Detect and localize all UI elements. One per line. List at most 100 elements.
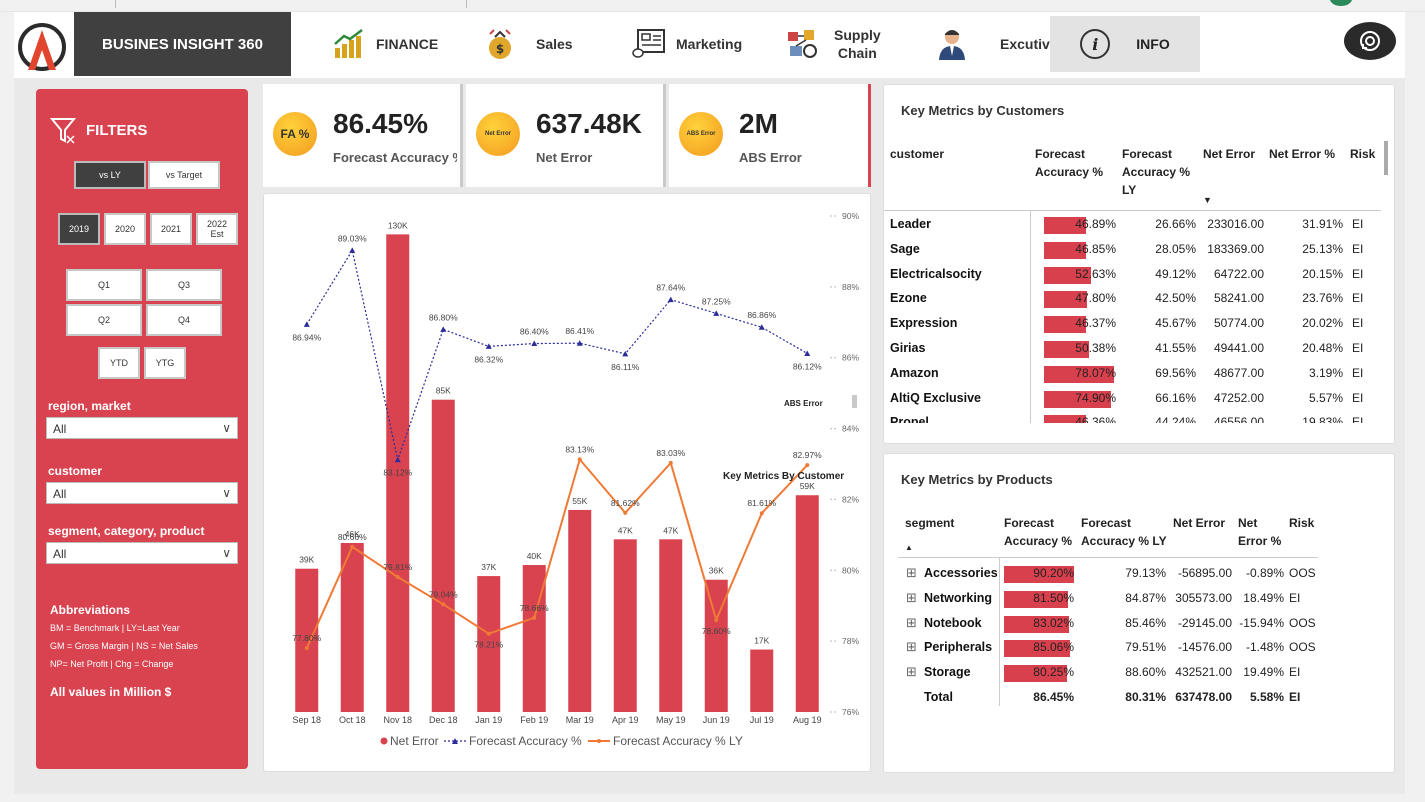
abbreviation-line: NP= Net Profit | Chg = Change	[50, 659, 174, 669]
fa-point	[667, 296, 674, 303]
year-2022-button[interactable]: 2022 Est	[196, 213, 238, 245]
col-header[interactable]: customer	[890, 147, 945, 161]
overlay-scroll-handle[interactable]	[852, 395, 857, 408]
ytg-button[interactable]: YTG	[144, 347, 186, 379]
col-header[interactable]: segment	[905, 516, 955, 530]
customer-select[interactable]: All ∨	[46, 482, 238, 504]
net-error-bar[interactable]	[340, 542, 364, 712]
expand-icon[interactable]: ⊞	[906, 639, 917, 655]
net-error-bar[interactable]	[704, 579, 728, 712]
col-header[interactable]: Risk	[1350, 147, 1376, 161]
chevron-down-icon: ∨	[222, 546, 231, 560]
vs-ly-button[interactable]: vs LY	[74, 161, 146, 189]
col-header[interactable]: Net Error %	[1238, 516, 1282, 548]
forecast-accuracy-line[interactable]	[306, 248, 808, 462]
col-header[interactable]: Forecast Accuracy % LY	[1122, 147, 1191, 197]
col-header[interactable]: Net Error	[1203, 147, 1256, 161]
forecast-accuracy: 83.02%	[1033, 615, 1074, 630]
net-error-bar[interactable]	[568, 509, 592, 712]
overlay-label: ABS Error	[784, 399, 823, 408]
table-row[interactable]: ⊞ Notebook 83.02% 85.46% -29145.00 -15.94% OOS	[884, 612, 1384, 636]
table-row[interactable]: Ezone 47.80% 42.50% 58241.00 23.76% EI	[884, 287, 1381, 311]
sort-asc-icon[interactable]: ▲	[905, 543, 913, 552]
table-row[interactable]: Electricalsocity 52.63% 49.12% 64722.00 20.1…	[884, 263, 1381, 287]
table-row[interactable]: ⊞ Peripherals 85.06% 79.51% -14576.00 -1.48% O…	[884, 636, 1384, 660]
nav-finance[interactable]: FINANCE	[332, 12, 438, 76]
col-header[interactable]: Risk	[1289, 516, 1315, 530]
q1-button[interactable]: Q1	[66, 269, 142, 301]
col-header[interactable]: Forecast Accuracy % LY	[1081, 516, 1167, 548]
nav-label: Marketing	[676, 36, 743, 52]
net-error-bar[interactable]	[659, 539, 683, 712]
expand-icon[interactable]: ⊞	[906, 565, 917, 580]
customers-table-card: Key Metrics by Customers customer Foreca…	[883, 84, 1395, 444]
customer-name: Leader	[890, 217, 931, 231]
net-error-pct: 5.58%	[1249, 690, 1284, 704]
table-row[interactable]: Sage 46.85% 28.05% 183369.00 25.13% EI	[884, 238, 1381, 262]
col-header[interactable]: Net Error	[1173, 516, 1226, 530]
forecast-accuracy: 78.07%	[1075, 365, 1116, 380]
net-error-bar[interactable]	[477, 576, 501, 712]
kpi-net-error[interactable]: Net Error 637.48K Net Error	[466, 84, 666, 187]
forecast-accuracy-ly-line[interactable]	[305, 457, 808, 649]
help-button[interactable]	[1344, 22, 1396, 60]
kpi-abs-error[interactable]: ABS Error 2M ABS Error	[669, 84, 871, 187]
table-scrollbar[interactable]	[1384, 141, 1388, 175]
col-header[interactable]: Net Error %	[1269, 147, 1336, 161]
expand-icon[interactable]: ⊞	[906, 589, 917, 605]
nav-supply-chain[interactable]: Supply Chain	[784, 12, 881, 76]
net-error-bar[interactable]	[613, 539, 637, 712]
table-row[interactable]: Amazon 78.07% 69.56% 48677.00 3.19% EI	[884, 362, 1381, 386]
y2-tick-label: 76%	[842, 707, 859, 717]
legend-fa-triangle	[452, 738, 458, 744]
chevron-down-icon: ∨	[222, 486, 231, 500]
q3-button[interactable]: Q3	[146, 269, 222, 301]
customer-name: Ezone	[890, 291, 927, 306]
net-error-bar[interactable]	[386, 234, 410, 712]
nav-marketing[interactable]: Marketing	[632, 12, 742, 76]
net-error-accuracy-chart[interactable]: 90% 88% 86% 84% 82% 80% 78% 76% 39K 46K 130K 85K 37K…	[264, 194, 870, 771]
brand-title[interactable]: BUSINES INSIGHT 360	[74, 12, 291, 76]
ly-data-label: 79.81%	[383, 562, 412, 572]
fa-point	[303, 321, 310, 327]
table-row[interactable]: AltiQ Exclusive 74.90% 66.16% 47252.00 5.57%…	[884, 387, 1381, 411]
svg-text:$: $	[496, 42, 504, 56]
info-button[interactable]: i INFO	[1050, 16, 1200, 72]
q2-button[interactable]: Q2	[66, 304, 142, 336]
sort-desc-icon[interactable]: ▼	[1203, 195, 1212, 205]
net-error-bar[interactable]	[522, 565, 546, 712]
risk: EI	[1352, 241, 1364, 256]
legend-net-error-marker	[380, 737, 388, 745]
year-2019-button[interactable]: 2019	[58, 213, 100, 245]
table-row[interactable]: Leader 46.89% 26.66% 233016.00 31.91% EI	[884, 213, 1381, 237]
net-error-bar[interactable]	[750, 649, 774, 712]
table-row[interactable]: ⊞ Accessories 90.20% 79.13% -56895.00 -0.89% O…	[884, 562, 1384, 586]
accuracy-bar	[1004, 566, 1075, 583]
table-row[interactable]: Expression 46.37% 45.67% 50774.00 20.02% EI	[884, 312, 1381, 336]
expand-icon[interactable]: ⊞	[906, 664, 917, 680]
nav-executive[interactable]: Excutive	[934, 12, 1058, 76]
col-header[interactable]: Forecast Accuracy %	[1035, 147, 1104, 179]
col-header[interactable]: Forecast Accuracy %	[1004, 516, 1073, 548]
year-2021-button[interactable]: 2021	[150, 213, 192, 245]
ytd-button[interactable]: YTD	[98, 347, 140, 379]
table-row[interactable]: Girias 50.38% 41.55% 49441.00 20.48% EI	[884, 337, 1381, 361]
table-row[interactable]: Propel 46.36% 44.24% 46556.00 19.83% EI	[884, 411, 1381, 423]
filter-panel: FILTERS vs LY vs Target 2019 2020 2021 2…	[36, 89, 248, 769]
table-row[interactable]: ⊞ Storage 80.25% 88.60% 432521.00 19.49% EI	[884, 661, 1384, 685]
year-2020-button[interactable]: 2020	[104, 213, 146, 245]
legend-ly-dot	[597, 739, 601, 743]
net-error-bar[interactable]	[795, 495, 819, 712]
q4-button[interactable]: Q4	[146, 304, 222, 336]
kpi-forecast-accuracy[interactable]: FA % 86.45% Forecast Accuracy %	[263, 84, 463, 187]
segment-select[interactable]: All ∨	[46, 542, 238, 564]
net-error-bar[interactable]	[431, 399, 455, 712]
nav-sales[interactable]: $ Sales	[482, 12, 573, 76]
net-error-bar[interactable]	[295, 568, 319, 712]
forecast-accuracy-ly: 45.67%	[1155, 316, 1196, 331]
expand-icon[interactable]: ⊞	[906, 614, 917, 630]
customer-name: Propel	[890, 415, 929, 423]
region-select[interactable]: All ∨	[46, 417, 238, 439]
table-row[interactable]: ⊞ Networking 81.50% 84.87% 305573.00 18.49% EI	[884, 587, 1384, 611]
vs-target-button[interactable]: vs Target	[148, 161, 220, 189]
